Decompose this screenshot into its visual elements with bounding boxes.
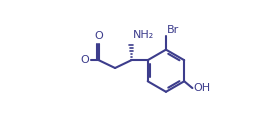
Text: OH: OH (194, 83, 211, 93)
Text: NH₂: NH₂ (133, 30, 154, 40)
Text: O: O (94, 31, 103, 41)
Text: Br: Br (167, 25, 180, 35)
Text: O: O (80, 55, 89, 65)
